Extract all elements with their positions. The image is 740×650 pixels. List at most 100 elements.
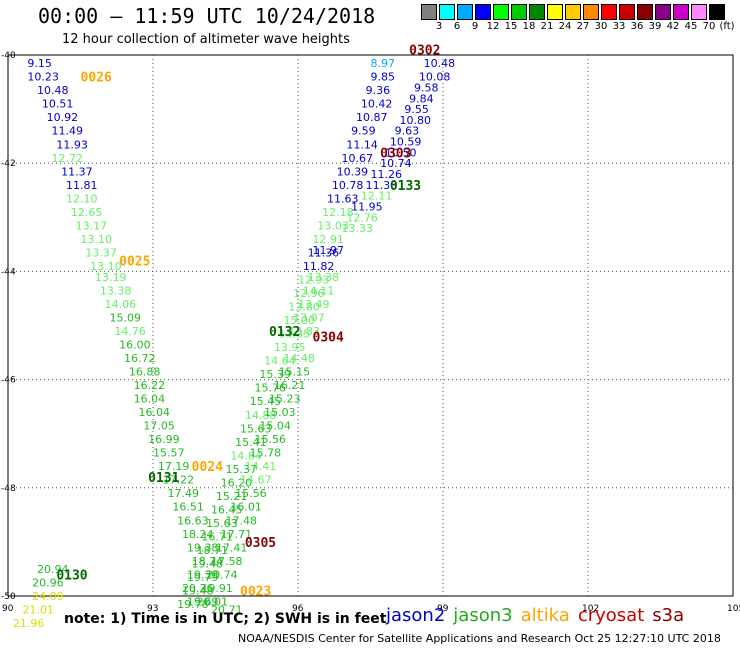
color-swatch [547, 4, 563, 20]
satellite-legend: jason2 jason3 altika cryosat s3a [386, 605, 692, 626]
wave-height-value: 15.04 [259, 420, 291, 433]
wave-height-value: 19.69 [187, 595, 219, 608]
color-swatch [565, 4, 581, 20]
wave-height-value: 13.07 [293, 311, 325, 324]
color-scale-label: 42 [666, 21, 680, 32]
wave-height-value: 10.78 [332, 179, 364, 192]
wave-height-value: 11.93 [56, 138, 87, 151]
color-scale-label: 15 [504, 21, 518, 32]
pass-number-label: 0023 [240, 585, 271, 600]
wave-height-value: 15.56 [235, 487, 267, 500]
wave-height-value: 15.56 [255, 433, 287, 446]
wave-height-value: 10.51 [42, 98, 73, 111]
color-swatch [529, 4, 545, 20]
color-scale-label: 12 [486, 21, 500, 32]
wave-height-value: 14.06 [105, 298, 136, 311]
wave-height-value: 12.72 [52, 152, 84, 165]
wave-height-value: 19.39 [187, 568, 219, 581]
wave-height-value: 20.01 [197, 595, 229, 608]
wave-height-value: 20.94 [37, 563, 69, 576]
wave-height-value: 15.00 [284, 314, 316, 327]
lat-tick-label: -50 [1, 592, 16, 602]
pass-number-label: 0026 [81, 71, 112, 86]
wave-height-value: 14.84 [230, 449, 261, 462]
wave-height-value: 15.76 [255, 382, 287, 395]
wave-height-value: 13.35 [279, 328, 311, 341]
wave-height-value: 14.64 [264, 355, 296, 368]
wave-height-value: 16.22 [134, 379, 166, 392]
wave-height-value: 17.19 [158, 460, 190, 473]
wave-height-value: 16.72 [124, 352, 156, 365]
pass-number-label: 0024 [192, 460, 223, 475]
wave-height-value: 16.21 [274, 379, 306, 392]
wave-height-value: 15.03 [264, 406, 296, 419]
color-scale-label: 27 [576, 21, 590, 32]
pass-number-label: 0302 [409, 44, 440, 59]
lon-tick-label: 96 [292, 604, 304, 614]
color-scale-label: 3 [435, 21, 443, 32]
wave-height-value: 12.91 [313, 233, 345, 246]
color-scale-label: 6 [453, 21, 461, 32]
wave-height-value: 12.65 [71, 206, 103, 219]
legend-entry-s3a: s3a [652, 605, 685, 626]
wave-height-value: 21.01 [23, 604, 55, 617]
wave-height-value: 11.36 [366, 179, 398, 192]
color-scale-label: 36 [630, 21, 644, 32]
pass-number-label: 0303 [380, 146, 411, 161]
color-swatch [475, 4, 491, 20]
wave-height-value: 11.63 [327, 192, 359, 205]
wave-height-value: 10.39 [337, 165, 369, 178]
color-swatch [673, 4, 689, 20]
wave-height-value: 13.17 [76, 219, 108, 232]
wave-height-value: 15.15 [279, 365, 311, 378]
color-scale-label: 30 [594, 21, 608, 32]
wave-height-value: 11.49 [52, 125, 84, 138]
lon-tick-label: 99 [437, 604, 449, 614]
wave-height-value: 13.33 [342, 222, 374, 235]
legend-entry-jason2: jason2 [386, 605, 446, 626]
map-frame [7, 54, 734, 597]
wave-height-value: 9.84 [409, 92, 434, 105]
wave-height-value: 11.36 [308, 246, 340, 259]
wave-height-value: 10.87 [356, 111, 388, 124]
wave-height-value: 15.23 [269, 393, 301, 406]
wave-height-value: 10.23 [27, 71, 59, 84]
wave-height-value: 10.67 [342, 152, 374, 165]
wave-height-value: 14.11 [303, 284, 335, 297]
wave-height-value: 13.95 [274, 341, 306, 354]
wave-height-value: 10.80 [400, 114, 432, 127]
wave-height-value: 15.37 [226, 463, 258, 476]
lon-tick-label: 102 [582, 604, 599, 614]
wave-height-value: 17.05 [143, 420, 175, 433]
pass-number-label: 0130 [56, 568, 87, 583]
wave-height-value: 9.63 [395, 125, 420, 138]
wave-height-value: 9.85 [371, 71, 396, 84]
wave-height-value: 12.18 [322, 206, 354, 219]
wave-height-value: 10.74 [380, 157, 412, 170]
color-scale-label: 33 [612, 21, 626, 32]
wave-height-value: 17.49 [168, 487, 200, 500]
wave-height-value: 15.57 [153, 447, 185, 460]
wave-height-value: 9.15 [27, 57, 52, 70]
wave-height-value: 20.96 [32, 576, 64, 589]
wave-height-value: 15.09 [110, 311, 142, 324]
legend-entry-cryosat: cryosat [577, 605, 645, 626]
color-swatch [691, 4, 707, 20]
wave-height-value: 9.58 [414, 81, 439, 94]
lon-tick-label: 90 [2, 604, 14, 614]
color-scale-label: 39 [648, 21, 662, 32]
wave-height-value: 20.71 [211, 604, 243, 617]
wave-height-value: 15.21 [216, 490, 248, 503]
wave-height-value: 24.09 [32, 590, 64, 603]
wave-height-value: 11.82 [303, 260, 335, 273]
color-swatch [601, 4, 617, 20]
wave-height-value: 12.10 [66, 192, 98, 205]
wave-height-value: 18.74 [192, 555, 224, 568]
color-swatch [439, 4, 455, 20]
wave-height-value: 13.10 [81, 233, 113, 246]
wave-height-value: 14.48 [284, 352, 316, 365]
wave-height-value: 16.04 [139, 406, 171, 419]
wave-height-value: 13.37 [85, 246, 117, 259]
wave-height-value: 18.24 [182, 528, 214, 541]
